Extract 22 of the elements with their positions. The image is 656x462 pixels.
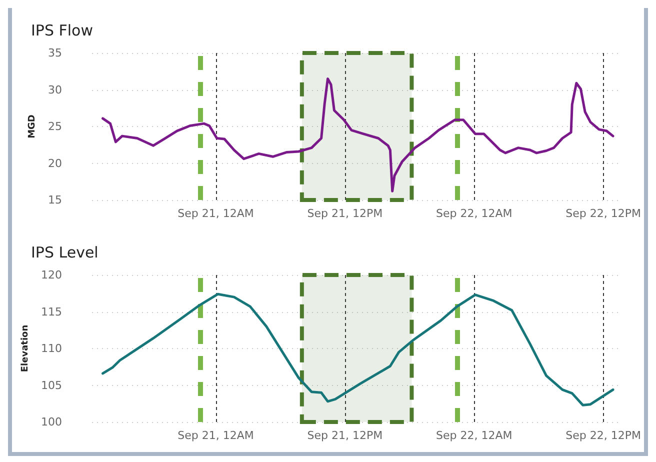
y-axis-title: Elevation: [20, 324, 31, 372]
x-tick-label: Sep 21, 12PM: [307, 429, 383, 442]
y-tick-label: 20: [48, 156, 62, 170]
y-tick-label: 100: [41, 416, 62, 428]
x-tick-label: Sep 22, 12PM: [566, 207, 641, 220]
y-axis-title: MGD: [28, 114, 38, 138]
x-tick-label: Sep 21, 12PM: [307, 207, 383, 220]
chart-title: IPS Flow: [31, 22, 93, 40]
y-tick-label: 35: [48, 46, 62, 60]
chart-title: IPS Level: [31, 244, 98, 262]
y-tick-label: 110: [41, 342, 62, 355]
x-tick-label: Sep 22, 12PM: [566, 429, 641, 442]
x-tick-label: Sep 21, 12AM: [178, 207, 254, 220]
x-tick-label: Sep 22, 12AM: [436, 207, 512, 220]
y-tick-label: 115: [41, 305, 62, 318]
y-tick-label: 25: [48, 120, 62, 133]
y-tick-label: 105: [41, 378, 62, 392]
y-tick-label: 15: [48, 194, 62, 206]
x-tick-label: Sep 22, 12AM: [436, 429, 512, 442]
y-tick-label: 120: [41, 268, 62, 282]
x-tick-label: Sep 21, 12AM: [178, 429, 254, 442]
y-tick-label: 30: [48, 83, 62, 96]
